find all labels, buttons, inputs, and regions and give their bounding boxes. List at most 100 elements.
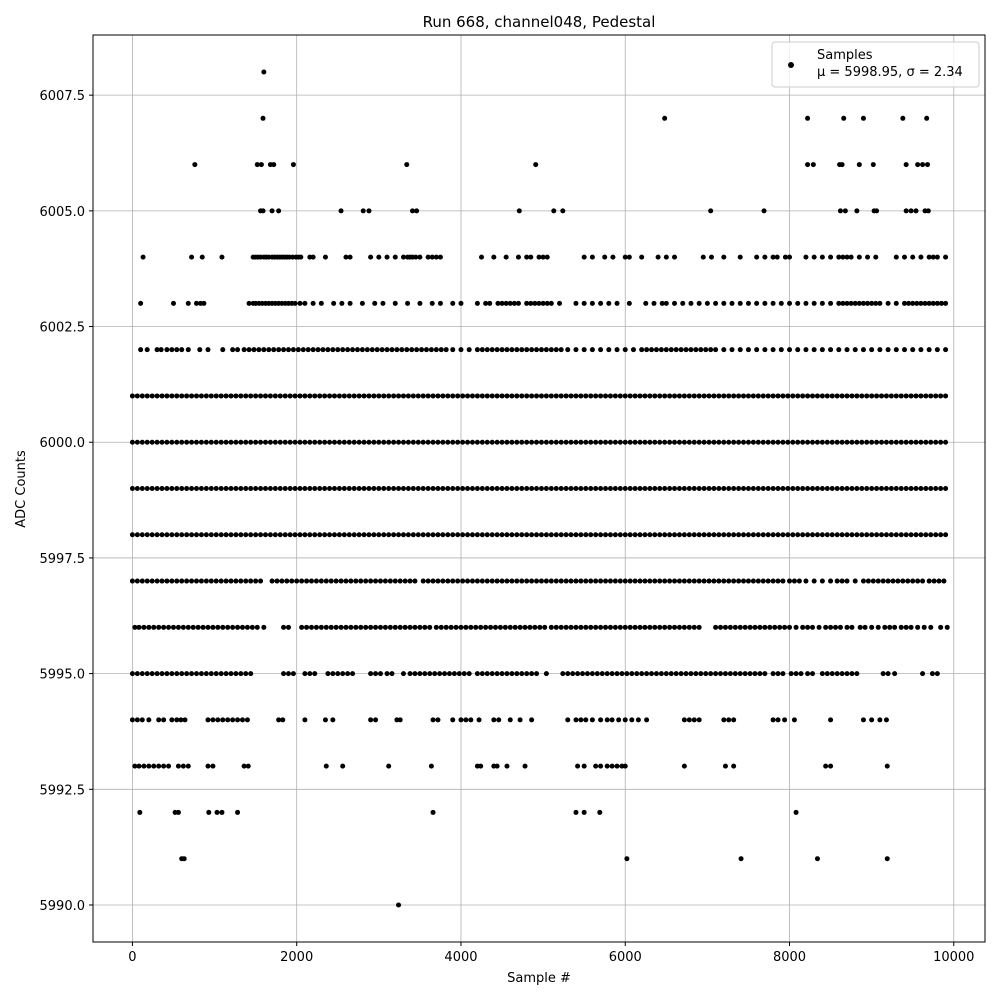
data-point xyxy=(213,532,219,538)
data-point xyxy=(312,393,318,399)
data-point xyxy=(469,439,475,445)
y-axis-label: ADC Counts xyxy=(14,450,29,528)
data-point xyxy=(691,393,697,399)
data-point xyxy=(258,162,264,168)
data-point xyxy=(662,115,668,121)
data-point xyxy=(437,300,443,306)
data-point xyxy=(460,486,466,491)
data-point xyxy=(696,624,702,630)
data-point xyxy=(368,254,374,260)
data-point xyxy=(377,624,383,630)
data-point xyxy=(174,717,180,723)
data-point xyxy=(331,486,337,491)
data-point xyxy=(893,254,899,260)
data-point xyxy=(368,671,374,677)
data-point xyxy=(598,532,604,538)
data-point xyxy=(215,717,221,723)
data-point xyxy=(721,300,727,306)
data-point xyxy=(542,624,548,630)
data-point xyxy=(248,393,254,399)
data-point xyxy=(887,624,893,630)
data-point xyxy=(405,532,411,538)
data-point xyxy=(450,393,456,399)
data-point xyxy=(888,486,894,491)
data-point xyxy=(741,532,747,538)
data-point xyxy=(220,717,226,723)
data-point xyxy=(308,578,314,584)
data-point xyxy=(657,578,663,584)
data-point xyxy=(233,393,239,399)
data-point xyxy=(323,763,329,769)
data-point xyxy=(933,393,939,399)
data-point xyxy=(215,624,221,630)
data-point xyxy=(466,347,472,353)
data-point xyxy=(154,532,160,538)
data-point xyxy=(218,439,224,445)
data-point xyxy=(356,532,362,538)
data-point xyxy=(438,624,444,630)
data-point xyxy=(450,486,456,491)
data-point xyxy=(379,347,385,353)
data-point xyxy=(189,671,195,677)
data-point xyxy=(603,532,609,538)
data-point xyxy=(877,300,883,306)
data-point xyxy=(647,578,653,584)
data-point xyxy=(736,578,742,584)
x-tick-label: 10000 xyxy=(933,950,974,965)
data-point xyxy=(504,671,510,677)
data-point xyxy=(791,717,797,723)
data-point xyxy=(829,671,835,677)
data-point xyxy=(258,486,264,491)
data-point xyxy=(941,578,947,584)
data-point xyxy=(184,578,190,584)
data-point xyxy=(929,671,935,677)
data-point xyxy=(353,624,359,630)
data-point xyxy=(262,393,268,399)
data-point xyxy=(632,624,638,630)
data-point xyxy=(716,393,722,399)
data-point xyxy=(322,717,328,723)
data-point xyxy=(179,671,185,677)
data-point xyxy=(164,439,170,445)
data-point xyxy=(548,347,554,353)
data-point xyxy=(800,393,806,399)
data-point xyxy=(681,532,687,538)
data-point xyxy=(185,300,191,306)
data-point xyxy=(726,717,732,723)
data-point xyxy=(343,624,349,630)
data-point xyxy=(205,763,211,769)
data-point xyxy=(696,439,702,445)
data-point xyxy=(154,486,160,491)
data-point xyxy=(430,439,436,445)
data-point xyxy=(563,393,569,399)
data-point xyxy=(844,486,850,491)
data-point xyxy=(290,347,296,353)
data-point xyxy=(536,254,542,260)
data-point xyxy=(732,624,738,630)
data-point xyxy=(308,624,314,630)
data-point xyxy=(129,486,135,491)
data-point xyxy=(514,486,520,491)
data-point xyxy=(609,671,615,677)
data-point xyxy=(195,624,201,630)
data-point xyxy=(787,254,793,260)
data-point xyxy=(653,347,659,353)
data-point xyxy=(701,578,707,584)
data-point xyxy=(880,578,886,584)
data-point xyxy=(869,624,875,630)
data-point xyxy=(397,717,403,723)
data-point xyxy=(208,578,214,584)
data-point xyxy=(438,347,444,353)
data-point xyxy=(578,393,584,399)
data-point xyxy=(805,393,811,399)
data-point xyxy=(943,347,949,353)
data-point xyxy=(814,486,820,491)
y-tick-label: 6002.5 xyxy=(40,321,86,336)
data-point xyxy=(632,578,638,584)
data-point xyxy=(425,439,431,445)
data-point xyxy=(672,486,678,491)
data-point xyxy=(387,624,393,630)
data-point xyxy=(869,439,875,445)
data-point xyxy=(144,439,150,445)
data-point xyxy=(144,578,150,584)
